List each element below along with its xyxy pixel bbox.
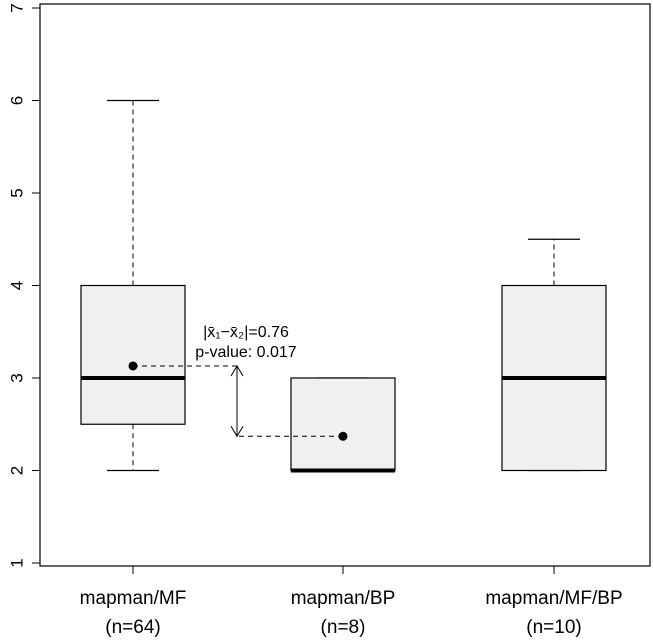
x-tick-count: (n=8) xyxy=(321,617,366,638)
arrow-head xyxy=(230,426,244,438)
annotation: p-value: 0.017 xyxy=(195,344,297,361)
y-tick-label: 1 xyxy=(7,558,26,567)
y-tick-label: 3 xyxy=(7,373,26,382)
x-tick-label: mapman/BP xyxy=(291,588,396,609)
y-tick-label: 4 xyxy=(7,281,26,290)
x-tick-count: (n=64) xyxy=(105,617,160,638)
y-tick-label: 7 xyxy=(7,3,26,12)
box xyxy=(290,377,396,472)
x-tick-label: mapman/MF/BP xyxy=(485,588,622,609)
y-tick-label: 6 xyxy=(7,96,26,105)
mean-point xyxy=(128,361,138,371)
y-tick-label: 5 xyxy=(7,188,26,197)
annotation: |x̄₁−x̄₂|=0.76 xyxy=(203,324,289,341)
mean-point xyxy=(338,431,348,441)
y-tick-label: 2 xyxy=(7,466,26,475)
x-tick-label: mapman/MF xyxy=(80,588,187,609)
arrow-head xyxy=(230,365,244,377)
x-tick-count: (n=10) xyxy=(526,617,581,638)
box xyxy=(80,284,186,425)
